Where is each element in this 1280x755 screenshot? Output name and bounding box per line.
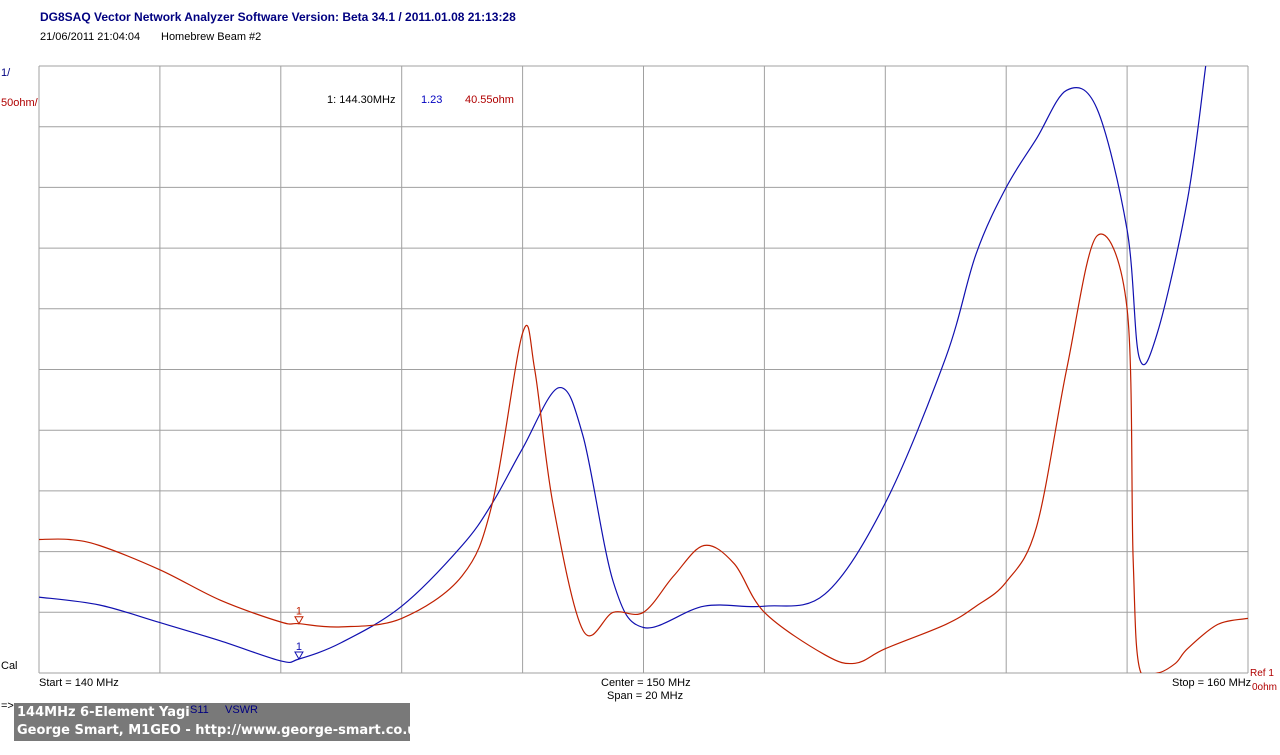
marker-ohm-value: 40.55ohm <box>465 94 514 106</box>
caption-overlay <box>14 703 410 741</box>
caption-title: 144MHz 6-Element Yagi <box>17 705 190 720</box>
x-start-label: Start = 140 MHz <box>39 677 119 689</box>
app-title: DG8SAQ Vector Network Analyzer Software … <box>40 10 516 24</box>
marker-readout-label: 1: 144.30MHz <box>327 94 396 106</box>
chart-traces <box>39 66 1248 673</box>
measurement-datetime: 21/06/2011 21:04:04 <box>40 31 141 43</box>
impedance-marker-label: 1 <box>296 606 302 618</box>
expand-arrow[interactable]: => <box>1 700 14 712</box>
impedance-marker-triangle <box>294 616 304 625</box>
legend-vswr[interactable]: VSWR <box>225 704 258 716</box>
vswr-trace <box>39 66 1207 664</box>
legend-s11[interactable]: S11 <box>190 704 209 716</box>
impedance-trace <box>39 233 1248 673</box>
ref-ohm-label: 0ohm <box>1252 682 1278 693</box>
vswr-marker-label: 1 <box>296 641 302 653</box>
x-stop-label: Stop = 160 MHz <box>1172 677 1252 689</box>
x-span-label: Span = 20 MHz <box>607 690 684 702</box>
x-center-label: Center = 150 MHz <box>601 677 691 689</box>
ohm-scale-label: 50ohm/ <box>1 97 38 109</box>
measurement-description: Homebrew Beam #2 <box>161 31 262 43</box>
caption-credit: George Smart, M1GEO - http://www.george-… <box>17 723 430 738</box>
vswr-marker-triangle <box>294 651 304 661</box>
ref-label: Ref 1 <box>1250 668 1274 679</box>
vswr-scale-label: 1/ <box>1 67 11 79</box>
marker-vswr-value: 1.23 <box>421 94 443 106</box>
chart-grid <box>38 65 1249 674</box>
chart-markers: 11 <box>294 606 304 661</box>
cal-label[interactable]: Cal <box>1 660 18 672</box>
